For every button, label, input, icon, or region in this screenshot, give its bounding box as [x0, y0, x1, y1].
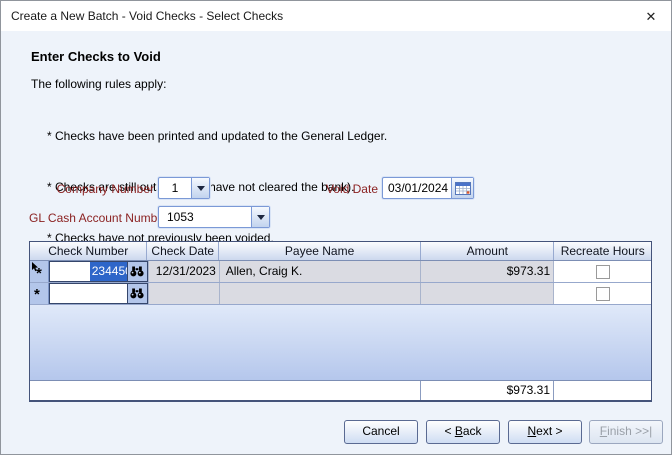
payee-name-cell: [218, 283, 421, 304]
finish-label-post: inish >>|: [607, 424, 653, 438]
check-number-cell: 234450: [48, 261, 148, 282]
edit-cursor-icon: [32, 262, 38, 272]
gl-cash-account-value: 1053: [167, 210, 194, 224]
next-button[interactable]: Next >: [508, 420, 582, 444]
col-header-check-date: Check Date: [146, 242, 218, 260]
finish-button: Finish >>|: [589, 420, 663, 444]
chevron-down-icon: [196, 185, 205, 191]
back-label-post: ack: [462, 424, 482, 438]
recreate-hours-cell: [553, 261, 651, 282]
finish-label-accel: F: [599, 424, 608, 438]
chevron-down-icon: [256, 214, 265, 220]
cancel-button[interactable]: Cancel: [344, 420, 418, 444]
gl-cash-account-select[interactable]: 1053: [158, 206, 270, 228]
rule-item: * Checks have been printed and updated t…: [47, 129, 388, 143]
check-number-cell: [48, 283, 148, 304]
col-header-recreate-hours: Recreate Hours: [553, 242, 651, 260]
void-date-input[interactable]: 03/01/2024: [388, 181, 449, 195]
next-label-post: ext >: [536, 424, 563, 438]
total-row-spacer: [30, 381, 420, 400]
col-header-payee-name: Payee Name: [218, 242, 420, 260]
col-header-amount: Amount: [420, 242, 553, 260]
check-date-cell: [147, 283, 219, 304]
new-row-asterisk-icon: *: [34, 286, 40, 303]
recreate-hours-checkbox[interactable]: [595, 264, 610, 279]
void-date-label: Void Date: [325, 182, 378, 196]
gl-cash-account-label: GL Cash Account Number: [29, 211, 168, 225]
check-date-cell: 12/31/2023: [147, 261, 219, 282]
col-header-check-number: Check Number: [48, 244, 129, 258]
grid-header-row: Check Number Check Date Payee Name Amoun…: [30, 242, 651, 261]
back-label-pre: <: [444, 424, 455, 438]
window-title: Create a New Batch - Void Checks - Selec…: [11, 9, 284, 23]
check-number-input[interactable]: [48, 283, 128, 304]
table-row: *: [30, 283, 651, 305]
selected-text: 234450: [89, 262, 127, 281]
row-selector-new[interactable]: *: [30, 283, 49, 304]
company-number-label: Company Number: [56, 182, 154, 196]
rules-intro: The following rules apply:: [31, 77, 167, 91]
grid-empty-area: [30, 305, 651, 381]
next-label-accel: N: [527, 424, 537, 438]
company-number-value: 1: [171, 181, 179, 195]
edit-row-asterisk-icon: *: [36, 265, 42, 282]
calendar-button[interactable]: [451, 178, 473, 198]
gl-dropdown-button[interactable]: [251, 207, 269, 227]
total-row-end-cell: [553, 381, 651, 400]
binoculars-icon: [130, 288, 144, 299]
company-number-select[interactable]: 1: [158, 177, 210, 199]
void-date-group: 03/01/2024: [382, 177, 474, 199]
recreate-hours-cell: [553, 283, 651, 304]
back-button[interactable]: < Back: [426, 420, 500, 444]
amount-cell: [420, 283, 554, 304]
table-row: * 234450 12/31/2023 Allen, C: [30, 261, 651, 283]
payee-name-cell: Allen, Craig K.: [218, 261, 421, 282]
checks-grid: Check Number Check Date Payee Name Amoun…: [29, 241, 652, 402]
page-title: Enter Checks to Void: [31, 49, 161, 64]
binoculars-icon: [130, 266, 144, 277]
company-dropdown-button[interactable]: [191, 178, 209, 198]
calendar-icon: [454, 181, 471, 195]
back-label-accel: B: [454, 424, 463, 438]
row-selector-edit[interactable]: *: [30, 261, 49, 282]
lookup-button[interactable]: [127, 261, 148, 282]
grid-total-row: $973.31: [30, 381, 651, 400]
title-bar: Create a New Batch - Void Checks - Selec…: [1, 1, 671, 31]
amount-cell: $973.31: [420, 261, 554, 282]
check-number-input[interactable]: 234450: [48, 261, 128, 282]
recreate-hours-checkbox[interactable]: [595, 286, 610, 301]
close-icon[interactable]: ✕: [645, 9, 657, 24]
lookup-button[interactable]: [127, 283, 148, 304]
total-amount: $973.31: [420, 381, 553, 400]
